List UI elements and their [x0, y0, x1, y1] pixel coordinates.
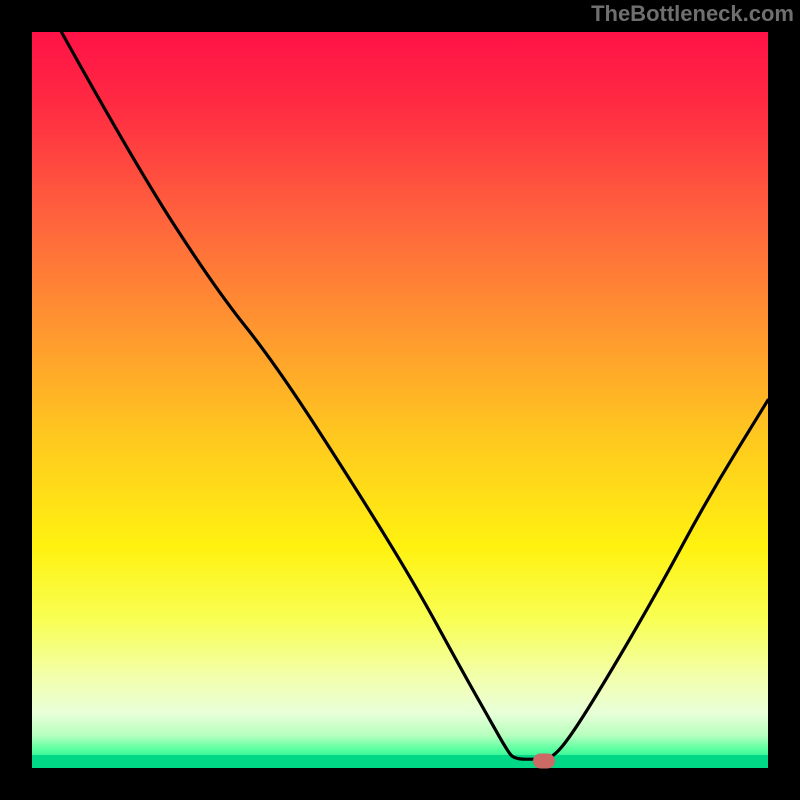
optimum-marker — [533, 754, 555, 769]
bottleneck-curve — [32, 32, 768, 768]
plot-area — [32, 32, 768, 768]
curve-path — [61, 32, 768, 759]
attribution-text: TheBottleneck.com — [591, 1, 794, 27]
chart-frame: TheBottleneck.com — [0, 0, 800, 800]
